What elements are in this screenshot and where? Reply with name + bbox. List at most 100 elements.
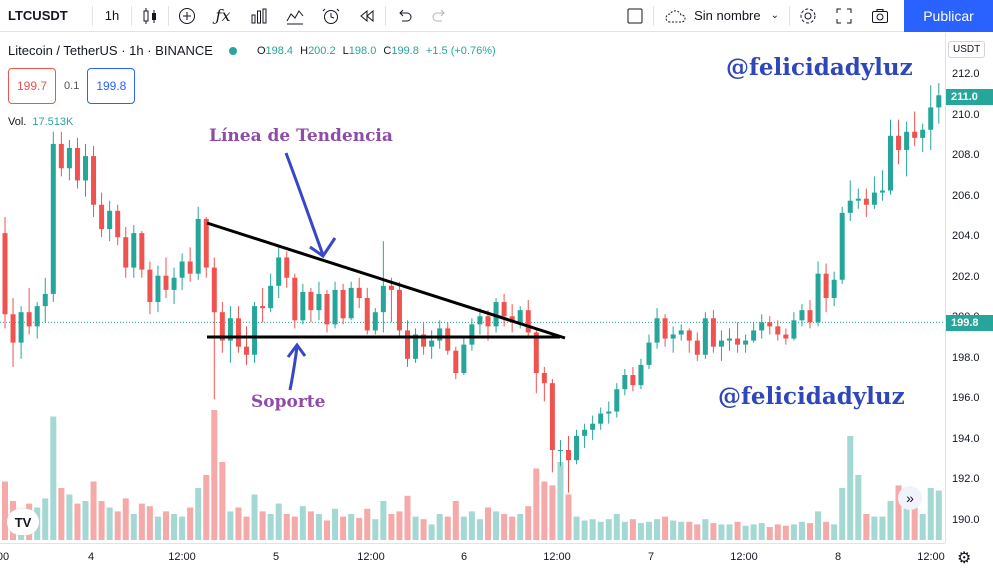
volume-bar xyxy=(839,488,846,540)
volume-bar xyxy=(187,507,194,540)
candle-body xyxy=(396,289,402,331)
volume-bar xyxy=(138,503,145,540)
volume-bar xyxy=(267,514,274,540)
price-axis[interactable]: 212.0210.0208.0206.0204.0202.0200.0198.0… xyxy=(945,33,993,543)
volume-bar xyxy=(847,436,854,540)
candle-body xyxy=(710,318,716,347)
volume-bar xyxy=(315,514,322,540)
chart-legend: Litecoin / TetherUS · 1h · BINANCE O198.… xyxy=(8,43,496,58)
templates-icon[interactable] xyxy=(241,0,277,32)
candle-body xyxy=(18,312,24,343)
toolbar-divider xyxy=(131,5,132,26)
price-tick-label: 190.0 xyxy=(952,514,980,526)
undo-icon[interactable] xyxy=(386,0,422,32)
sell-button[interactable]: 199.7 xyxy=(8,68,57,104)
time-tick-label: 00 xyxy=(0,551,10,563)
candle-body xyxy=(252,306,258,355)
candle-body xyxy=(718,340,724,347)
redo-icon[interactable] xyxy=(422,0,458,32)
candle-body xyxy=(614,389,620,412)
candle-body xyxy=(839,212,845,280)
candles-icon[interactable] xyxy=(132,0,168,32)
scroll-to-realtime-button[interactable]: » xyxy=(898,486,922,510)
candle-body xyxy=(622,375,628,390)
ohlc-values: O198.4 H200.2 L198.0 C199.8 +1.5 (+0.76%… xyxy=(257,45,496,57)
candle-body xyxy=(284,257,290,278)
candle-body xyxy=(775,326,781,335)
candle-body xyxy=(10,314,16,343)
candle-body xyxy=(219,312,225,341)
candle-body xyxy=(421,334,427,347)
candle-body xyxy=(582,429,588,436)
candle-body xyxy=(211,267,217,313)
volume-bar xyxy=(549,485,556,540)
time-tick-label: 12:00 xyxy=(543,551,571,563)
volume-bar xyxy=(348,514,355,540)
symbol-search-button[interactable]: LTCUSDT xyxy=(8,8,68,23)
volume-bar xyxy=(702,519,709,540)
trend-line-label: Línea de Tendencia xyxy=(209,126,393,146)
layout-name-button[interactable]: Sin nombre ⌄ xyxy=(654,0,789,32)
candle-body xyxy=(904,131,910,151)
candle-body xyxy=(501,302,507,317)
change-value: +1.5 (+0.76%) xyxy=(425,44,496,57)
volume-bar xyxy=(758,523,765,540)
volume-legend: Vol. 17.513K xyxy=(8,116,73,128)
candle-body xyxy=(244,346,249,355)
price-chart[interactable] xyxy=(0,33,945,543)
candle-body xyxy=(107,210,113,230)
volume-bar xyxy=(203,475,210,540)
candle-body xyxy=(139,233,145,270)
add-indicator-icon[interactable] xyxy=(169,0,205,32)
tradingview-logo[interactable]: TV xyxy=(7,509,39,535)
candle-body xyxy=(646,342,652,365)
replay-icon[interactable] xyxy=(349,0,385,32)
volume-bar xyxy=(291,516,298,540)
candle-body xyxy=(348,287,354,319)
candle-body xyxy=(453,350,459,374)
compare-icon[interactable] xyxy=(277,0,313,32)
volume-bar xyxy=(790,524,797,540)
chart-settings-icon[interactable]: ⚙ xyxy=(957,550,972,567)
currency-label[interactable]: USDT xyxy=(948,41,986,58)
fx-icon[interactable]: ƒx xyxy=(215,6,231,25)
candle-body xyxy=(445,328,451,351)
volume-bar xyxy=(509,516,516,540)
alert-icon[interactable] xyxy=(313,0,349,32)
volume-bar xyxy=(807,523,813,540)
volume-bar xyxy=(444,516,451,540)
current-price-tag: 199.8 xyxy=(946,315,993,331)
publish-button[interactable]: Publicar xyxy=(904,0,993,32)
candle-body xyxy=(405,330,410,359)
layout-icon[interactable] xyxy=(617,0,653,32)
buy-button[interactable]: 199.8 xyxy=(87,68,136,104)
volume-bar xyxy=(637,523,644,540)
volume-bar xyxy=(581,520,588,540)
volume-bar xyxy=(412,516,419,540)
candle-body xyxy=(920,129,926,138)
volume-bar xyxy=(662,516,669,540)
candle-body xyxy=(823,273,829,298)
volume-bar xyxy=(766,527,773,540)
snapshot-icon[interactable] xyxy=(862,0,898,32)
candle-body xyxy=(364,298,370,331)
price-tick-label: 194.0 xyxy=(952,432,980,445)
volume-bar xyxy=(573,516,580,540)
candle-body xyxy=(896,135,902,151)
settings-icon[interactable] xyxy=(790,0,826,32)
interval-button[interactable]: 1h xyxy=(104,8,120,23)
time-axis[interactable]: 00 4 12:00 5 12:00 6 12:00 7 12:00 8 12:00 xyxy=(0,543,945,575)
candle-body xyxy=(847,200,853,213)
trend-line[interactable] xyxy=(206,221,566,340)
volume-bar xyxy=(66,494,73,540)
candle-body xyxy=(678,330,684,335)
volume-bar xyxy=(114,511,121,540)
candle-body xyxy=(831,279,837,298)
low-value: 198.0 xyxy=(348,44,377,57)
candle-body xyxy=(590,423,596,430)
volume-bar xyxy=(823,521,830,540)
volume-bar xyxy=(195,488,202,540)
fullscreen-icon[interactable] xyxy=(826,0,862,32)
ohlc-label: O xyxy=(256,44,266,57)
candle-body xyxy=(316,293,322,311)
